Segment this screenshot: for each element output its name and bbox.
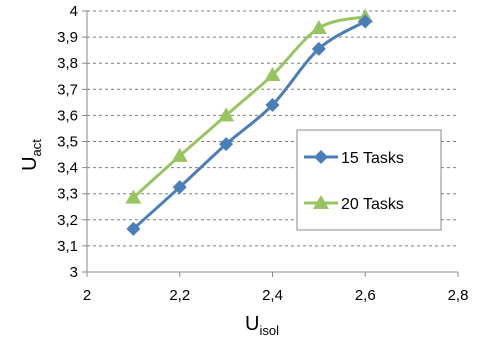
y-tick-labels: 3 3,1 3,2 3,3 3,4 3,5 3,6 3,7 3,8 3,9 4 <box>57 3 78 281</box>
y-tick-label-3: 3,3 <box>57 186 78 203</box>
x-axis-title-main: U <box>245 313 259 335</box>
y-tick-label-0: 3 <box>70 264 78 281</box>
y-tick-label-9: 3,9 <box>57 29 78 46</box>
data-point-15-tasks-0 <box>126 221 141 236</box>
x-tick-label-4: 2,8 <box>448 287 469 304</box>
y-tick-label-6: 3,6 <box>57 107 78 124</box>
x-tick-labels: 2 2,2 2,4 2,6 2,8 <box>83 287 469 304</box>
x-axis-title: Uisol <box>245 313 279 338</box>
gridlines <box>87 10 458 247</box>
x-tick-label-2: 2,4 <box>262 287 283 304</box>
y-tick-label-4: 3,4 <box>57 160 78 177</box>
data-point-15-tasks-3 <box>265 97 280 112</box>
legend-marker-15-tasks <box>314 150 328 164</box>
data-point-20-tasks-0 <box>125 189 142 204</box>
y-tick-label-10: 4 <box>70 3 78 20</box>
legend-marker-20-tasks <box>313 195 329 209</box>
data-point-20-tasks-4 <box>310 19 327 34</box>
data-point-15-tasks-1 <box>172 180 187 195</box>
x-axis-title-sub: isol <box>259 323 279 338</box>
y-axis-title-main: U <box>19 156 41 170</box>
x-tick-label-0: 2 <box>83 287 91 304</box>
y-tick-label-7: 3,7 <box>57 81 78 98</box>
y-tick-label-1: 3,1 <box>57 238 78 255</box>
data-point-15-tasks-5 <box>358 14 373 29</box>
legend-label-20-tasks: 20 Tasks <box>341 196 404 213</box>
legend-entry-15-tasks: 15 Tasks <box>304 150 404 167</box>
data-point-15-tasks-4 <box>311 41 326 56</box>
data-point-15-tasks-2 <box>219 137 234 152</box>
series-group <box>125 8 374 236</box>
y-tick-label-8: 3,8 <box>57 55 78 72</box>
axes <box>82 10 459 277</box>
legend-entry-20-tasks: 20 Tasks <box>304 195 404 213</box>
legend-label-15-tasks: 15 Tasks <box>341 150 404 167</box>
data-point-20-tasks-2 <box>218 107 235 122</box>
y-tick-label-2: 3,2 <box>57 212 78 229</box>
legend-box <box>296 129 442 231</box>
legend: 15 Tasks 20 Tasks <box>296 129 442 231</box>
y-tick-label-5: 3,5 <box>57 134 78 151</box>
x-tick-label-3: 2,6 <box>355 287 376 304</box>
y-axis-title-sub: act <box>29 139 44 157</box>
data-point-20-tasks-3 <box>264 66 281 81</box>
data-point-20-tasks-1 <box>171 147 188 162</box>
y-axis-title: Uact <box>19 139 44 171</box>
x-tick-label-1: 2,2 <box>169 287 190 304</box>
